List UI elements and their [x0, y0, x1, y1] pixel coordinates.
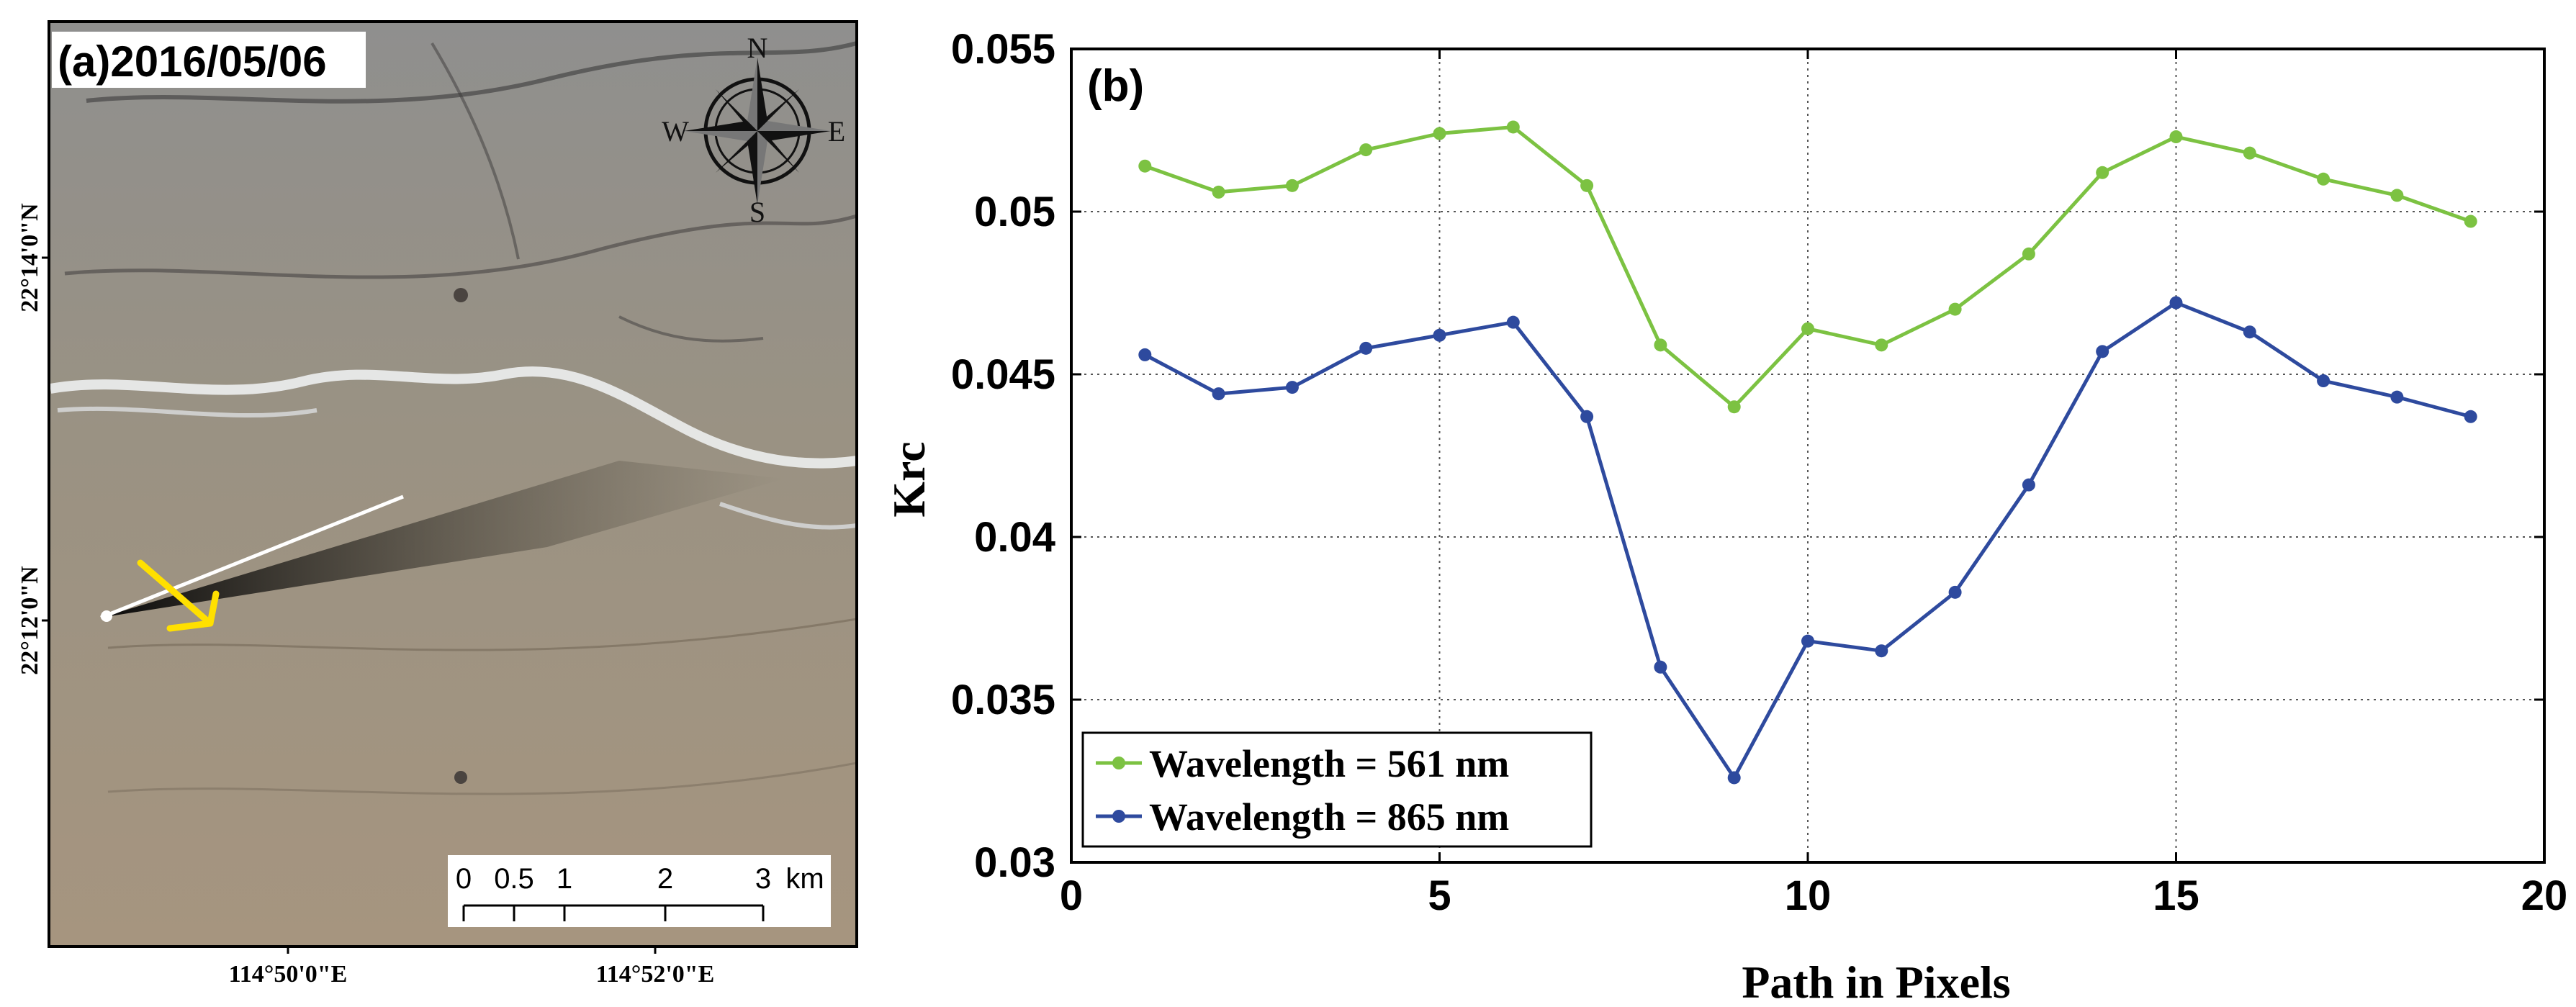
data-point-561 [1285, 179, 1299, 192]
image-features [49, 41, 857, 795]
image-frame [48, 20, 858, 948]
data-point-561 [2390, 189, 2404, 202]
data-point-561 [1875, 338, 1888, 352]
x-tick-label: 15 [2153, 872, 2199, 919]
y-axis-title: Krc [883, 441, 935, 517]
scale-bar-box [448, 855, 831, 927]
data-point-561 [2096, 166, 2109, 179]
scale-tick-label: 1 [557, 863, 572, 895]
y-tick-label: 0.05 [974, 189, 1055, 235]
x-tick-label: 0 [1060, 872, 1083, 919]
data-point-865 [1212, 387, 1225, 401]
scale-tick-label: 2 [657, 863, 673, 895]
data-point-865 [1580, 410, 1594, 423]
scale-bar [462, 904, 765, 921]
y-tick-label: 0.04 [974, 514, 1055, 561]
data-point-561 [1654, 338, 1667, 352]
x-tick-label: 5 [1428, 872, 1451, 919]
legend: Wavelength = 561 nm Wavelength = 865 nm [1081, 731, 1593, 848]
data-point-865 [1285, 381, 1299, 394]
compass-west-label: W [662, 115, 689, 148]
data-point-865 [2022, 478, 2035, 492]
legend-label-865: Wavelength = 865 nm [1149, 795, 1509, 839]
y-tick-label: 0.055 [951, 26, 1055, 73]
data-point-865 [1654, 660, 1667, 674]
ship [101, 610, 112, 622]
panel-a-label-box [52, 32, 366, 88]
geo-ticks [42, 256, 657, 954]
panel-a-label: (a)2016/05/06 [58, 37, 327, 86]
x-axis-title: Path in Pixels [1742, 957, 2010, 1007]
series-layer [1138, 120, 2477, 785]
x-tick-label: 10 [1785, 872, 1832, 919]
latitude-label: 22°14'0"N [17, 203, 43, 312]
y-tick-label: 0.035 [951, 677, 1055, 723]
data-point-561 [1359, 143, 1373, 157]
y-tick-label: 0.03 [974, 839, 1055, 886]
ship-wake [101, 461, 785, 618]
data-point-865 [2243, 325, 2256, 339]
panel-b-label: (b) [1087, 61, 1144, 111]
data-point-865 [1138, 348, 1152, 361]
legend-marker-561 [1112, 757, 1125, 769]
scale-tick-label: 0 [456, 863, 472, 895]
data-point-561 [2022, 247, 2035, 261]
scale-tick-label: 0.5 [494, 863, 534, 895]
data-point-865 [1727, 771, 1741, 785]
yellow-arrow-icon [137, 559, 220, 632]
latitude-label: 22°12'0"N [17, 566, 43, 675]
data-point-561 [1138, 159, 1152, 173]
legend-marker-865 [1112, 810, 1125, 823]
data-point-561 [1212, 185, 1225, 199]
data-point-561 [1948, 302, 1962, 316]
data-point-865 [2169, 296, 2183, 310]
longitude-label: 114°50'0"E [229, 961, 348, 988]
compass-north-label: N [747, 32, 768, 64]
axes: 0 5 10 15 20 0.03 0.035 0.04 0.045 0.05 0.055 [951, 26, 2567, 919]
data-point-865 [2317, 374, 2330, 388]
data-point-865 [1359, 341, 1373, 355]
data-point-561 [2464, 215, 2477, 228]
data-point-865 [1801, 634, 1814, 648]
data-point-865 [1506, 315, 1520, 329]
data-point-561 [2317, 172, 2330, 186]
series-line-561 [1144, 125, 2472, 409]
scale-unit-label: km [785, 863, 824, 895]
data-point-865 [1948, 585, 1962, 599]
data-point-561 [1580, 179, 1594, 192]
compass-rose-icon [684, 58, 831, 204]
legend-label-561: Wavelength = 561 nm [1149, 742, 1509, 785]
legend-box [1081, 731, 1593, 848]
data-point-865 [1875, 644, 1888, 658]
data-point-561 [2169, 130, 2183, 144]
data-point-561 [1727, 400, 1741, 414]
data-point-865 [1433, 328, 1446, 342]
data-point-865 [2390, 390, 2404, 404]
y-tick-label: 0.045 [951, 351, 1055, 398]
x-tick-label: 20 [2521, 872, 2568, 919]
satellite-image-panel: (a)2016/05/06 N S E W [17, 20, 858, 988]
data-point-865 [2096, 345, 2109, 358]
data-point-561 [1801, 322, 1814, 335]
compass-south-label: S [749, 196, 765, 228]
longitude-label: 114°52'0"E [596, 961, 715, 988]
data-point-561 [2243, 146, 2256, 160]
data-point-865 [2464, 410, 2477, 423]
compass-east-label: E [828, 115, 845, 148]
data-point-561 [1506, 120, 1520, 134]
scale-tick-label: 3 [755, 863, 771, 895]
data-point-561 [1433, 127, 1446, 140]
